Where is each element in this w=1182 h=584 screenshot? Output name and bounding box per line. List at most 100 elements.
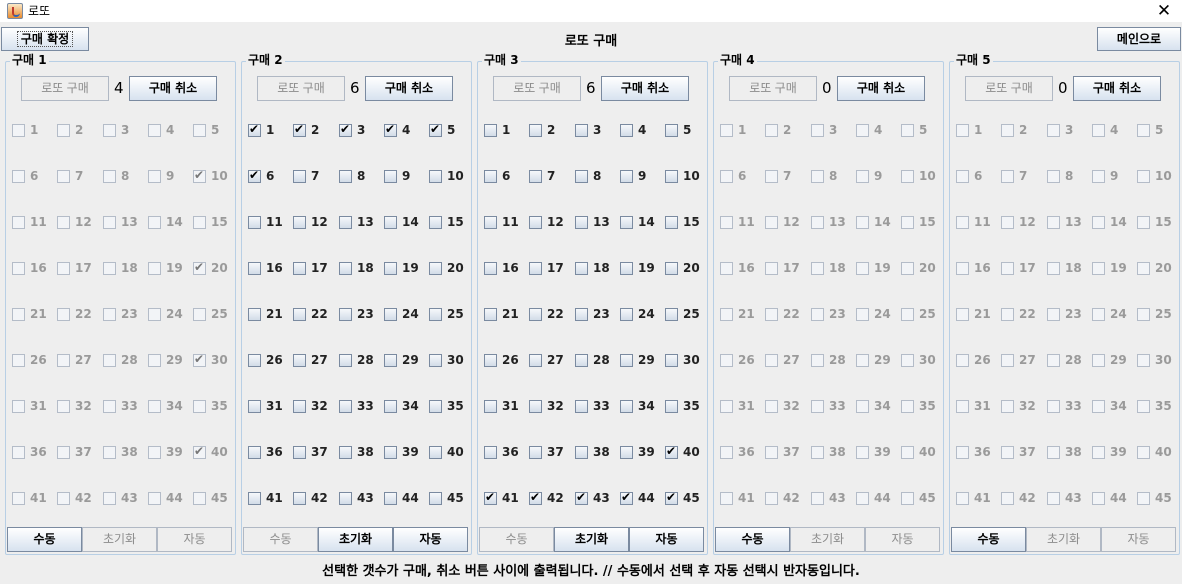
checkbox-unchecked[interactable] [720,169,733,183]
number-checkbox-41[interactable]: 41 [955,487,1000,509]
number-checkbox-39[interactable]: 39 [855,441,900,463]
number-checkbox-40[interactable]: 40 [900,441,945,463]
number-checkbox-20[interactable]: 20 [664,257,709,279]
number-checkbox-14[interactable]: 14 [383,211,428,233]
number-checkbox-29[interactable]: 29 [147,349,192,371]
checkbox-unchecked[interactable] [293,261,306,275]
checkbox-checked[interactable] [193,168,206,183]
checkbox-unchecked[interactable] [1137,491,1150,505]
number-checkbox-17[interactable]: 17 [528,257,573,279]
checkbox-unchecked[interactable] [1001,353,1014,367]
checkbox-unchecked[interactable] [1047,215,1060,229]
checkbox-unchecked[interactable] [193,123,206,137]
checkbox-checked[interactable] [193,444,206,459]
checkbox-unchecked[interactable] [293,169,306,183]
manual-button[interactable]: 수동 [7,527,82,552]
checkbox-checked[interactable] [575,490,588,505]
number-checkbox-4[interactable]: 4 [1091,119,1136,141]
checkbox-unchecked[interactable] [620,215,633,229]
checkbox-unchecked[interactable] [765,123,778,137]
checkbox-unchecked[interactable] [856,123,869,137]
checkbox-unchecked[interactable] [429,169,442,183]
checkbox-unchecked[interactable] [620,123,633,137]
checkbox-unchecked[interactable] [484,169,497,183]
number-checkbox-7[interactable]: 7 [56,165,101,187]
number-checkbox-26[interactable]: 26 [247,349,292,371]
number-checkbox-25[interactable]: 25 [664,303,709,325]
number-checkbox-21[interactable]: 21 [247,303,292,325]
checkbox-unchecked[interactable] [293,399,306,413]
number-checkbox-24[interactable]: 24 [855,303,900,325]
reset-button[interactable]: 초기화 [554,527,629,552]
cancel-purchase-button[interactable]: 구매 취소 [601,76,689,101]
checkbox-unchecked[interactable] [248,215,261,229]
number-checkbox-16[interactable]: 16 [11,257,56,279]
checkbox-unchecked[interactable] [1047,123,1060,137]
checkbox-unchecked[interactable] [575,123,588,137]
number-checkbox-11[interactable]: 11 [247,211,292,233]
checkbox-unchecked[interactable] [529,169,542,183]
checkbox-unchecked[interactable] [57,307,70,321]
checkbox-unchecked[interactable] [720,353,733,367]
checkbox-checked[interactable] [484,490,497,505]
number-checkbox-13[interactable]: 13 [574,211,619,233]
number-checkbox-18[interactable]: 18 [574,257,619,279]
checkbox-unchecked[interactable] [765,215,778,229]
checkbox-unchecked[interactable] [1047,445,1060,459]
checkbox-unchecked[interactable] [1092,445,1105,459]
checkbox-unchecked[interactable] [575,215,588,229]
checkbox-unchecked[interactable] [529,215,542,229]
number-checkbox-19[interactable]: 19 [383,257,428,279]
number-checkbox-11[interactable]: 11 [483,211,528,233]
number-checkbox-37[interactable]: 37 [528,441,573,463]
checkbox-unchecked[interactable] [575,353,588,367]
number-checkbox-25[interactable]: 25 [428,303,473,325]
number-checkbox-41[interactable]: 41 [11,487,56,509]
number-checkbox-20[interactable]: 20 [428,257,473,279]
checkbox-checked[interactable] [384,122,397,137]
checkbox-unchecked[interactable] [1137,399,1150,413]
checkbox-unchecked[interactable] [765,307,778,321]
checkbox-unchecked[interactable] [720,307,733,321]
number-checkbox-32[interactable]: 32 [56,395,101,417]
number-checkbox-5[interactable]: 5 [428,119,473,141]
checkbox-unchecked[interactable] [429,399,442,413]
number-checkbox-17[interactable]: 17 [1000,257,1045,279]
number-checkbox-39[interactable]: 39 [619,441,664,463]
checkbox-unchecked[interactable] [429,215,442,229]
number-checkbox-12[interactable]: 12 [56,211,101,233]
checkbox-unchecked[interactable] [665,261,678,275]
lotto-buy-button[interactable]: 로또 구매 [965,76,1053,101]
number-checkbox-1[interactable]: 1 [955,119,1000,141]
number-checkbox-18[interactable]: 18 [810,257,855,279]
checkbox-checked[interactable] [193,260,206,275]
checkbox-unchecked[interactable] [901,215,914,229]
checkbox-checked[interactable] [248,168,261,183]
checkbox-unchecked[interactable] [193,399,206,413]
lotto-buy-button[interactable]: 로또 구매 [729,76,817,101]
number-checkbox-11[interactable]: 11 [11,211,56,233]
checkbox-unchecked[interactable] [765,445,778,459]
reset-button[interactable]: 초기화 [82,527,157,552]
checkbox-unchecked[interactable] [1137,123,1150,137]
confirm-purchase-button[interactable]: 구매 확정 [1,27,89,51]
checkbox-unchecked[interactable] [529,261,542,275]
number-checkbox-22[interactable]: 22 [1000,303,1045,325]
number-checkbox-38[interactable]: 38 [1046,441,1091,463]
checkbox-unchecked[interactable] [1047,307,1060,321]
number-checkbox-45[interactable]: 45 [428,487,473,509]
number-checkbox-1[interactable]: 1 [11,119,56,141]
number-checkbox-33[interactable]: 33 [810,395,855,417]
number-checkbox-42[interactable]: 42 [56,487,101,509]
checkbox-unchecked[interactable] [765,261,778,275]
number-checkbox-22[interactable]: 22 [528,303,573,325]
checkbox-unchecked[interactable] [12,445,25,459]
number-checkbox-22[interactable]: 22 [56,303,101,325]
number-checkbox-16[interactable]: 16 [247,257,292,279]
auto-button[interactable]: 자동 [393,527,468,552]
checkbox-unchecked[interactable] [856,169,869,183]
number-checkbox-18[interactable]: 18 [102,257,147,279]
checkbox-checked[interactable] [620,490,633,505]
checkbox-unchecked[interactable] [429,261,442,275]
checkbox-unchecked[interactable] [620,399,633,413]
